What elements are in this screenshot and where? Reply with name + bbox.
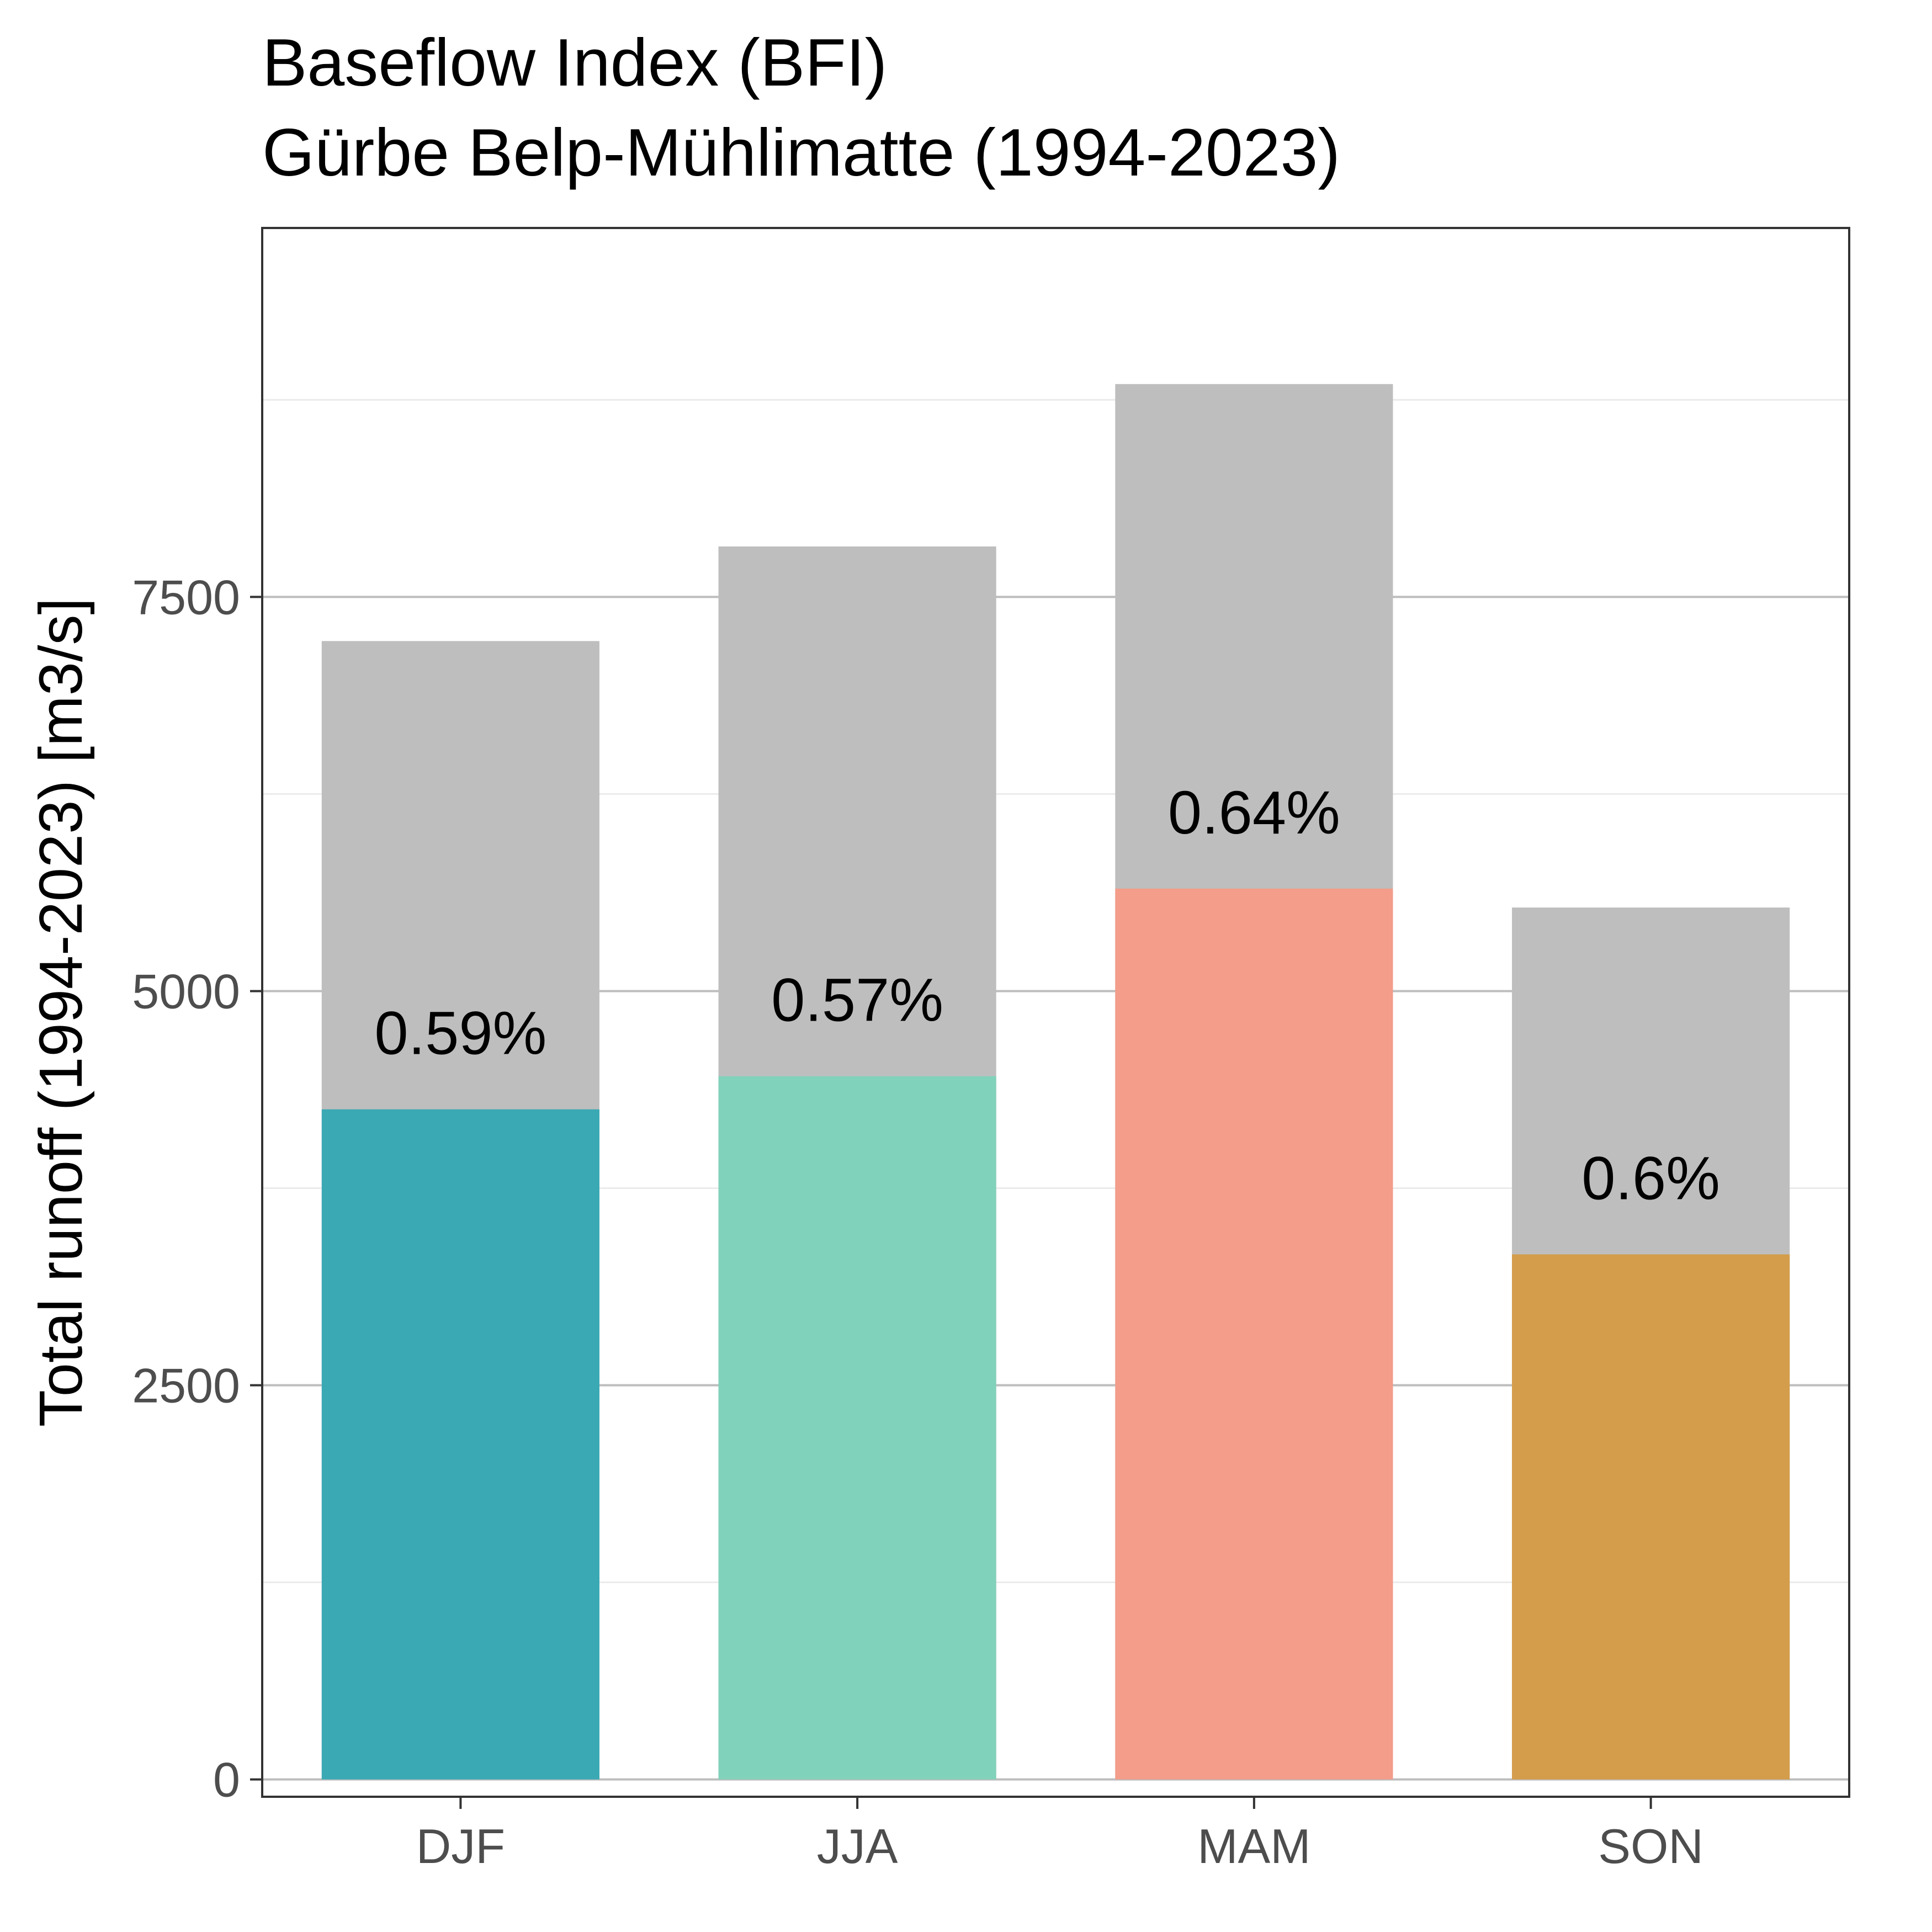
x-axis: DJF JJA MAM SON	[416, 1797, 1703, 1873]
y-tick-label: 2500	[132, 1358, 240, 1413]
bfi-label: 0.59%	[374, 1000, 546, 1068]
plot-border	[261, 227, 1850, 1798]
y-tick-label: 0	[213, 1753, 240, 1807]
baseflow-bars	[321, 888, 1790, 1780]
baseflow-bar	[1115, 888, 1393, 1780]
chart-title: Baseflow Index (BFI)	[262, 25, 887, 100]
y-axis: 0 2500 5000 7500	[132, 570, 262, 1807]
bfi-label: 0.57%	[771, 967, 943, 1034]
baseflow-bar	[718, 1076, 996, 1780]
bfi-label: 0.64%	[1168, 779, 1340, 847]
y-tick-label: 5000	[132, 964, 240, 1018]
baseflow-bar	[1512, 1254, 1790, 1780]
x-tick-label: JJA	[817, 1819, 898, 1873]
bfi-label: 0.6%	[1581, 1144, 1720, 1212]
bfi-labels: 0.59% 0.57% 0.64% 0.6%	[374, 779, 1720, 1213]
chart-subtitle: Gürbe Belp-Mühlimatte (1994-2023)	[262, 115, 1340, 190]
x-tick-label: DJF	[416, 1819, 505, 1873]
baseflow-bar	[321, 1109, 599, 1780]
x-tick-label: SON	[1598, 1819, 1703, 1873]
y-tick-label: 7500	[132, 570, 240, 624]
x-tick-label: MAM	[1197, 1819, 1310, 1873]
y-axis-title: Total runoff (1994-2023) [m3/s]	[27, 598, 95, 1427]
